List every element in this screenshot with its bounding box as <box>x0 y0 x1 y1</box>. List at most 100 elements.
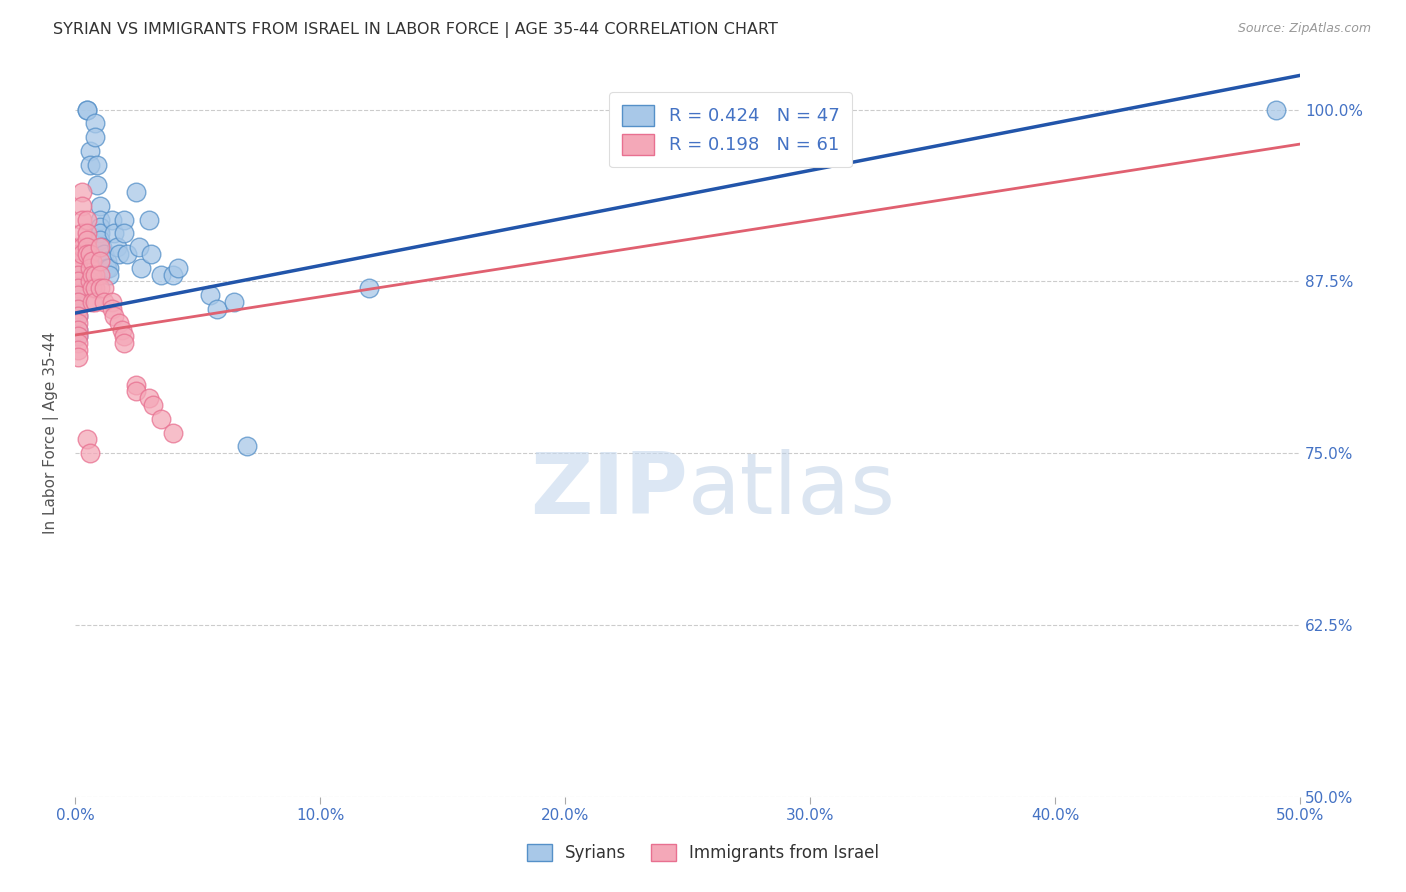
Point <box>112 212 135 227</box>
Point <box>98 268 121 282</box>
Point <box>1264 103 1286 117</box>
Point <box>66 288 89 302</box>
Point <box>198 288 221 302</box>
Point <box>89 212 111 227</box>
Point <box>89 268 111 282</box>
Point <box>149 412 172 426</box>
Point <box>83 116 105 130</box>
Point <box>101 212 124 227</box>
Point <box>96 260 118 275</box>
Point <box>66 329 89 343</box>
Point <box>83 295 105 310</box>
Point <box>89 219 111 234</box>
Point <box>98 260 121 275</box>
Point <box>83 130 105 145</box>
Y-axis label: In Labor Force | Age 35-44: In Labor Force | Age 35-44 <box>44 332 59 533</box>
Point <box>72 247 94 261</box>
Point <box>79 275 101 289</box>
Point <box>66 268 89 282</box>
Point <box>82 281 104 295</box>
Point <box>224 295 246 310</box>
Point <box>108 316 131 330</box>
Point <box>72 185 94 199</box>
Point <box>66 301 89 316</box>
Point <box>357 281 380 295</box>
Point <box>139 247 162 261</box>
Point <box>149 268 172 282</box>
Point <box>66 260 89 275</box>
Point <box>66 309 89 323</box>
Legend: Syrians, Immigrants from Israel: Syrians, Immigrants from Israel <box>519 836 887 871</box>
Point <box>79 158 101 172</box>
Point <box>89 199 111 213</box>
Point <box>72 212 94 227</box>
Point <box>66 268 89 282</box>
Point <box>112 336 135 351</box>
Point <box>79 260 101 275</box>
Point <box>142 398 165 412</box>
Text: atlas: atlas <box>688 450 896 533</box>
Text: ZIP: ZIP <box>530 450 688 533</box>
Point <box>83 281 105 295</box>
Point <box>66 275 89 289</box>
Point <box>76 240 98 254</box>
Point <box>125 185 148 199</box>
Point <box>72 199 94 213</box>
Point <box>72 227 94 241</box>
Point <box>111 322 134 336</box>
Point <box>76 233 98 247</box>
Point <box>96 253 118 268</box>
Point <box>115 247 138 261</box>
Point <box>112 227 135 241</box>
Point <box>89 281 111 295</box>
Point <box>66 281 89 295</box>
Point <box>128 240 150 254</box>
Point <box>76 103 98 117</box>
Point <box>79 446 101 460</box>
Point <box>162 268 184 282</box>
Point <box>79 247 101 261</box>
Point <box>129 260 152 275</box>
Point <box>103 227 125 241</box>
Point <box>76 103 98 117</box>
Point <box>76 212 98 227</box>
Point <box>125 384 148 399</box>
Point <box>76 247 98 261</box>
Point <box>108 247 131 261</box>
Point <box>66 253 89 268</box>
Point <box>101 295 124 310</box>
Point <box>66 309 89 323</box>
Point <box>235 439 257 453</box>
Point <box>89 253 111 268</box>
Point <box>66 350 89 364</box>
Point <box>66 301 89 316</box>
Point <box>103 309 125 323</box>
Point <box>66 295 89 310</box>
Point <box>72 240 94 254</box>
Point <box>86 178 108 193</box>
Point <box>76 433 98 447</box>
Point <box>83 268 105 282</box>
Point <box>79 144 101 158</box>
Point <box>89 240 111 254</box>
Point <box>93 247 115 261</box>
Point <box>82 268 104 282</box>
Point <box>138 391 160 405</box>
Point <box>66 322 89 336</box>
Point <box>162 425 184 440</box>
Point <box>105 240 128 254</box>
Point <box>91 240 114 254</box>
Point <box>93 295 115 310</box>
Point <box>66 336 89 351</box>
Legend: R = 0.424   N = 47, R = 0.198   N = 61: R = 0.424 N = 47, R = 0.198 N = 61 <box>609 92 852 167</box>
Point <box>86 158 108 172</box>
Point <box>112 329 135 343</box>
Point <box>93 281 115 295</box>
Text: Source: ZipAtlas.com: Source: ZipAtlas.com <box>1237 22 1371 36</box>
Point <box>66 329 89 343</box>
Point <box>125 377 148 392</box>
Point <box>66 240 89 254</box>
Point <box>66 281 89 295</box>
Point <box>66 343 89 358</box>
Point <box>66 316 89 330</box>
